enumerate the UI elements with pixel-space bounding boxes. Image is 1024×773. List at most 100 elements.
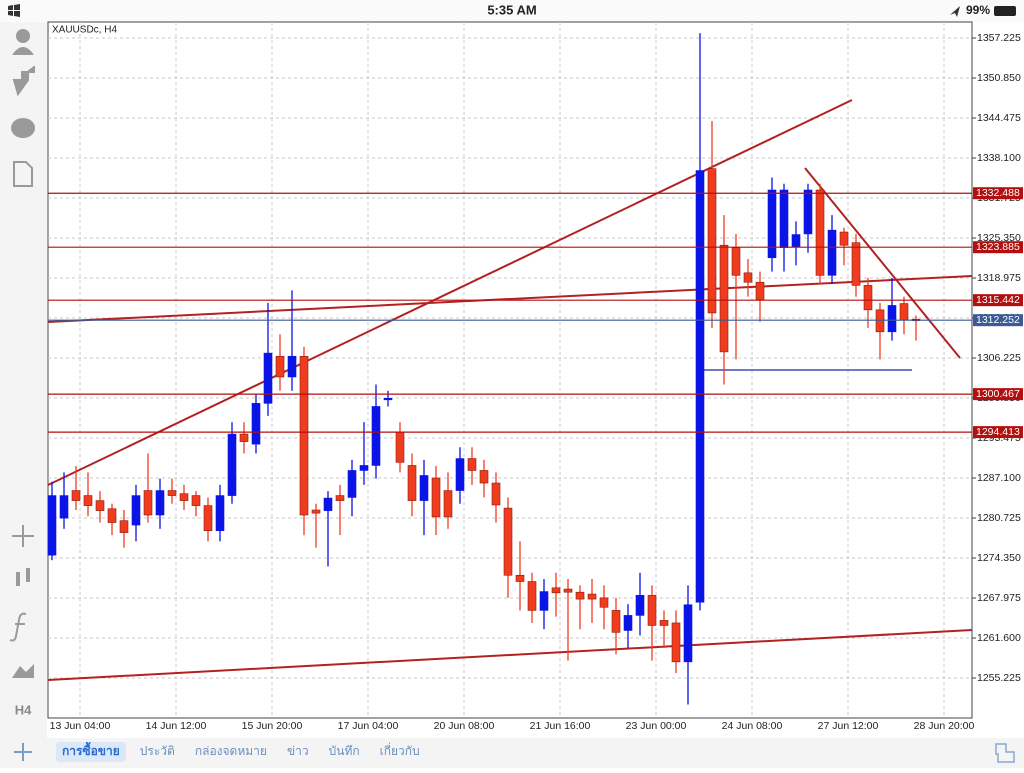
candle-body [215,495,225,532]
tab-active-bg [56,742,126,762]
chart-type-icon[interactable] [16,568,30,586]
timeframe-button[interactable]: H4 [15,702,32,717]
candle-body [71,490,81,501]
trend-line [47,99,853,486]
candle-body [395,431,405,463]
candle-body [575,591,585,600]
x-tick-label: 15 Jun 20:00 [242,720,303,732]
candle-body [155,490,165,516]
crosshair-icon[interactable] [12,525,34,547]
candle-body [323,497,333,511]
account-icon-body[interactable] [12,47,34,55]
candle-body [599,597,609,608]
candle-body [191,495,201,506]
candle-body [671,622,681,663]
candle-body [275,355,285,378]
sidebar-icons [9,29,35,678]
tab[interactable]: ประวัติ [140,744,175,758]
price-level-label: 1300.467 [976,388,1020,400]
symbol-label: XAUUSDc, H4 [52,25,117,36]
candle-body [479,470,489,484]
candle-body [179,493,189,501]
candle-body [731,247,741,276]
candle-body [299,355,309,516]
candle-body [143,490,153,516]
candle-body [251,403,261,445]
tab[interactable]: เกี่ยวกับ [380,742,420,758]
candle-body [491,482,501,506]
x-tick-label: 28 Jun 20:00 [914,720,975,732]
candle-body [635,595,645,616]
candle-body [623,615,633,631]
price-level-label: 1294.413 [976,426,1020,438]
tab[interactable]: ข่าว [287,744,309,758]
candle-body [431,477,441,518]
candle-body [59,495,69,519]
candle-body [803,189,813,235]
candle-body [779,189,789,249]
candle-body [455,458,465,491]
x-tick-label: 13 Jun 04:00 [50,720,111,732]
status-bar [0,0,1024,22]
trade-icon[interactable] [12,66,35,97]
candle-body [371,406,381,466]
chat-icon[interactable] [11,118,35,138]
candle-body [95,500,105,511]
y-tick-label: 1255.225 [977,672,1021,684]
candle-body [647,595,657,626]
candle-body [683,604,693,663]
candle-body [839,231,849,246]
candle-body [539,591,549,611]
candle-body [239,433,249,442]
candle-body [443,490,453,518]
candle-body [695,170,705,603]
price-level-box [973,314,1023,327]
location-icon [950,6,960,17]
candle-body [791,234,801,248]
new-order-icon[interactable] [13,161,33,187]
candle-body [167,490,177,496]
candle-body [203,505,213,532]
candle-body [851,242,861,286]
x-tick-label: 27 Jun 12:00 [818,720,879,732]
x-tick-label: 17 Jun 04:00 [338,720,399,732]
candle-body [551,587,561,594]
candle-body [419,475,429,501]
layout-button[interactable] [995,743,1015,763]
add-button[interactable] [14,743,32,761]
indicator-icon[interactable] [9,612,27,642]
tab[interactable]: การซื้อขาย [62,741,120,758]
candle-body [347,470,357,498]
price-level-label: 1332.488 [976,187,1020,199]
candle-body [467,458,477,471]
x-tick-label: 24 Jun 08:00 [722,720,783,732]
account-icon[interactable] [16,29,30,43]
candle-body [899,303,909,321]
candle-body [311,509,321,514]
candle-body [767,189,777,259]
x-tick-label: 20 Jun 08:00 [434,720,495,732]
candle-body [815,189,825,276]
candle-body [383,398,393,401]
price-level-label: 1312.252 [976,314,1020,326]
candle-body [407,465,417,501]
y-tick-label: 1287.100 [977,472,1021,484]
tab[interactable]: บันทึก [329,744,360,758]
candle-body [563,588,573,593]
price-level-box [973,426,1023,439]
candle-body [131,495,141,526]
price-level-box [973,388,1023,401]
price-level-box [973,294,1023,307]
candle-body [515,574,525,582]
candle-body [707,168,717,314]
x-tick-label: 21 Jun 16:00 [530,720,591,732]
y-tick-label: 1274.350 [977,552,1021,564]
trend-line [47,629,973,681]
os-logo [8,4,20,17]
candle-body [719,244,729,353]
candle-body [263,352,273,404]
tab[interactable]: กล่องจดหมาย [195,744,267,758]
objects-icon[interactable] [12,664,34,678]
y-tick-label: 1357.225 [977,32,1021,44]
